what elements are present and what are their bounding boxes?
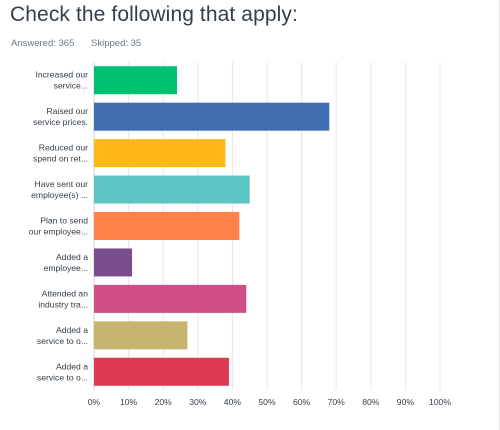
bar bbox=[94, 66, 178, 95]
category-label: Reduced our spend on ret... bbox=[33, 143, 88, 164]
x-tick-label: 0% bbox=[88, 397, 101, 407]
bar bbox=[94, 357, 229, 386]
question-title: Check the following that apply: bbox=[10, 3, 298, 26]
x-tick-label: 50% bbox=[258, 397, 276, 407]
response-stats: Answered: 365 Skipped: 35 bbox=[11, 38, 155, 49]
bar bbox=[94, 139, 226, 168]
bar bbox=[94, 212, 240, 240]
bar bbox=[94, 248, 133, 277]
category-label: Have sent our employee(s) ... bbox=[31, 179, 88, 200]
bar bbox=[94, 321, 188, 350]
x-tick-label: 60% bbox=[293, 397, 311, 407]
category-label: Added a service to o... bbox=[37, 361, 88, 382]
category-label: Increased our service... bbox=[35, 70, 88, 91]
x-tick-label: 20% bbox=[155, 397, 173, 407]
x-tick-label: 90% bbox=[397, 397, 415, 407]
bar bbox=[94, 284, 247, 313]
x-tick-label: 40% bbox=[224, 397, 242, 407]
skipped-count: Skipped: 35 bbox=[91, 38, 142, 49]
category-label: Added a service to o... bbox=[37, 325, 88, 346]
x-tick-label: 80% bbox=[362, 397, 380, 407]
category-label: Added a employee... bbox=[44, 252, 89, 273]
x-tick-label: 30% bbox=[189, 397, 207, 407]
category-label: Plan to send our employee... bbox=[29, 216, 88, 237]
answered-count: Answered: 365 bbox=[11, 38, 75, 49]
x-tick-label: 10% bbox=[120, 397, 138, 407]
x-tick-label: 70% bbox=[328, 397, 346, 407]
x-tick-label: 100% bbox=[429, 397, 451, 407]
category-label: Raised our service prices. bbox=[33, 106, 88, 127]
bar bbox=[94, 102, 330, 131]
category-label: Attended an industry tra... bbox=[38, 288, 88, 309]
bar bbox=[94, 175, 250, 204]
